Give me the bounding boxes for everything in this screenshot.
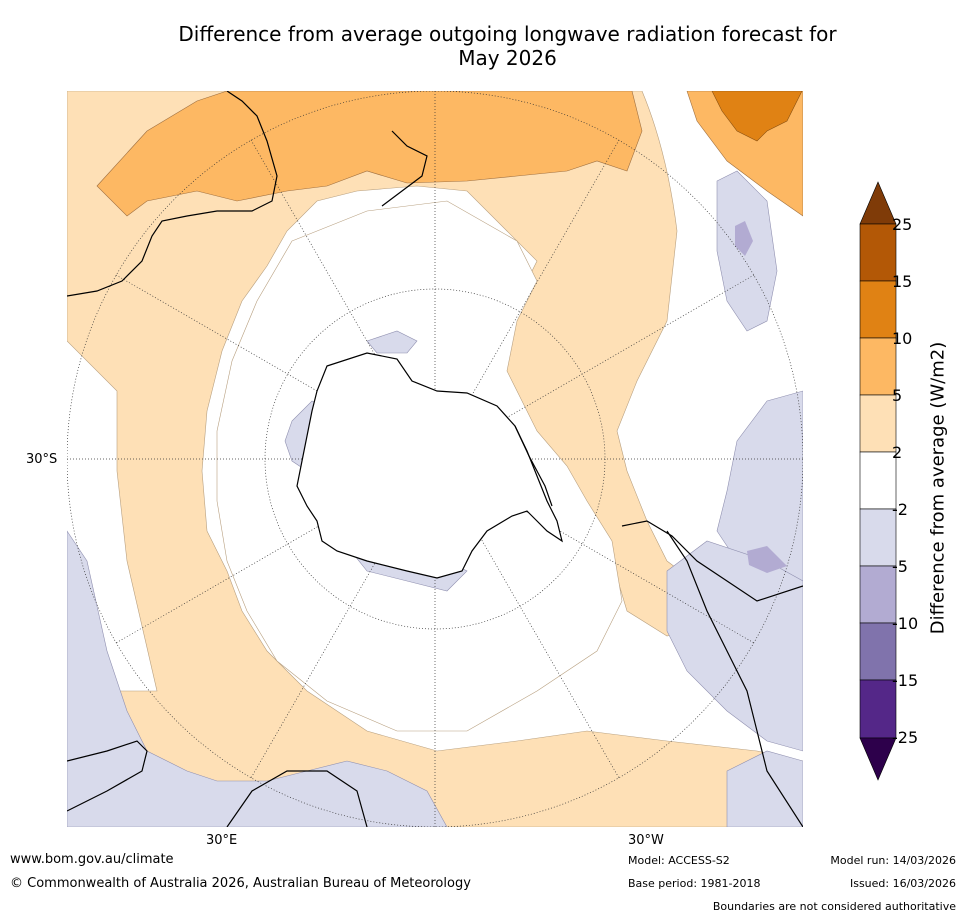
footer-base-period: Base period: 1981-2018 bbox=[628, 877, 761, 890]
colorbar-bin-neg-2-5 bbox=[859, 508, 897, 567]
new-zealand-coastline bbox=[381, 130, 428, 207]
anomaly-region-5-10-neg-patch-1 bbox=[735, 221, 753, 256]
colorbar-title: Difference from average (W/m2) bbox=[927, 341, 949, 635]
antarctica-coastline bbox=[296, 352, 563, 579]
colorbar-tick-label: -5 bbox=[892, 557, 908, 576]
lat-label-30s: 30°S bbox=[26, 452, 58, 467]
colorbar-bin-15-25 bbox=[859, 223, 897, 282]
chart-title: Difference from average outgoing longwav… bbox=[60, 22, 955, 70]
anomaly-region-neg-antarctic-coast-north bbox=[366, 330, 418, 354]
colorbar-tick-label: 25 bbox=[892, 215, 913, 234]
title-line-2: May 2026 bbox=[458, 46, 557, 70]
africa-coastline bbox=[67, 740, 368, 827]
colorbar-tick-label: -10 bbox=[892, 614, 919, 633]
colorbar-bin-2-5 bbox=[859, 394, 897, 453]
footer-copyright: © Commonwealth of Australia 2026, Austra… bbox=[10, 876, 471, 891]
colorbar bbox=[859, 181, 897, 781]
colorbar-tick-label: 5 bbox=[892, 386, 903, 405]
anomaly-region-neg-south-america bbox=[666, 540, 803, 752]
antarctic-peninsula bbox=[514, 425, 553, 507]
footer-issued: Issued: 16/03/2026 bbox=[849, 877, 956, 890]
colorbar-tick-label: 15 bbox=[892, 272, 913, 291]
colorbar-bin-neg-5-10 bbox=[859, 565, 897, 624]
footer-model-run: Model run: 14/03/2026 bbox=[830, 854, 956, 867]
colorbar-tick-label: 10 bbox=[892, 329, 913, 348]
anomaly-region-neg-left bbox=[67, 530, 448, 827]
colorbar-tick-label: -15 bbox=[892, 671, 919, 690]
colorbar-bin-neg-15-25 bbox=[859, 679, 897, 739]
australia-coastline bbox=[67, 91, 278, 297]
map-svg bbox=[67, 91, 803, 827]
anomaly-region-neg-bottom-right bbox=[726, 750, 803, 827]
colorbar-extend-high bbox=[859, 181, 897, 225]
colorbar-bin-neg-10-15 bbox=[859, 622, 897, 681]
colorbar-bin-5-10 bbox=[859, 337, 897, 396]
colorbar-tick-label: -2 bbox=[892, 500, 908, 519]
footer-model: Model: ACCESS-S2 bbox=[628, 854, 730, 867]
colorbar-tick-label: -25 bbox=[892, 728, 919, 747]
lon-label-30e: 30°E bbox=[206, 833, 238, 848]
anomaly-region-5-10-neg-patch-2 bbox=[747, 546, 787, 573]
colorbar-bin-neutral bbox=[859, 451, 897, 510]
south-america-coastline bbox=[621, 520, 803, 827]
lon-label-30w: 30°W bbox=[628, 833, 664, 848]
colorbar-tick-label: 2 bbox=[892, 443, 903, 462]
anomaly-region-10-15 bbox=[711, 91, 803, 142]
anomaly-region-5-10-top bbox=[96, 91, 643, 217]
colorbar-bin-10-15 bbox=[859, 280, 897, 339]
title-line-1: Difference from average outgoing longwav… bbox=[178, 22, 837, 46]
colorbar-extend-low bbox=[859, 737, 897, 781]
footer-disclaimer: Boundaries are not considered authoritat… bbox=[712, 900, 956, 913]
footer-website[interactable]: www.bom.gov.au/climate bbox=[10, 852, 174, 867]
polar-map bbox=[67, 91, 803, 827]
